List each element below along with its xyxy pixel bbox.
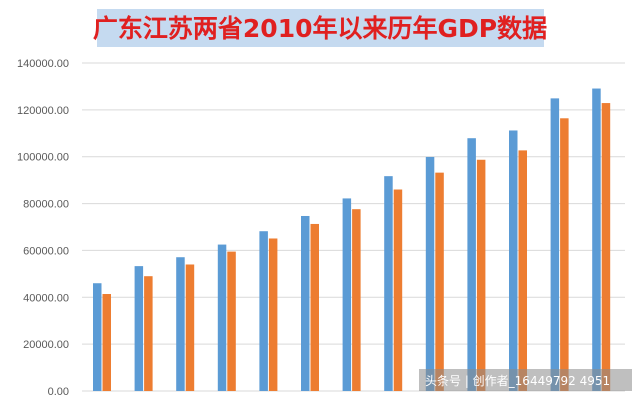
bar-series-0-8 [425,156,435,391]
bar-series-1-7 [393,189,403,391]
y-tick-label-0: 0.00 [48,386,69,398]
y-tick-label-6: 120000.00 [17,105,69,117]
bar-series-1-0 [102,294,111,391]
bar-series-1-2 [185,264,195,391]
bar-series-1-8 [435,172,444,391]
bar-series-0-10 [509,130,518,391]
bar-series-0-1 [134,266,144,391]
bar-series-0-7 [384,176,393,391]
y-tick-label-7: 140000.00 [17,58,69,70]
bar-series-1-3 [227,251,236,391]
bar-series-0-0 [93,283,102,391]
bar-series-1-11 [560,118,569,391]
bar-series-0-11 [550,98,560,392]
y-tick-label-4: 80000.00 [23,199,69,211]
chart-title: 广东江苏两省2010年以来历年GDP数据 [93,14,547,43]
bar-series-0-5 [301,215,310,391]
y-tick-label-5: 100000.00 [17,152,69,164]
chart-title-box [97,9,544,47]
bar-series-0-9 [467,138,476,391]
bar-series-1-12 [601,103,611,391]
bar-series-1-10 [518,150,527,391]
bar-series-0-3 [217,244,227,391]
y-tick-label-1: 20000.00 [23,339,69,351]
y-tick-label-3: 60000.00 [23,245,69,257]
bar-series-0-6 [342,198,352,391]
bar-series-0-12 [592,88,601,391]
watermark: 头条号 | 创作者_16449792 4951 [425,374,610,388]
bar-series-1-5 [310,223,319,391]
bars [93,88,611,392]
bar-series-1-9 [476,159,486,391]
bar-series-1-6 [352,209,361,391]
bar-series-1-1 [144,276,153,391]
bar-series-1-4 [268,238,278,391]
bar-series-0-2 [176,257,185,391]
watermark-bg [419,369,632,391]
bar-series-0-4 [259,231,268,391]
y-tick-label-2: 40000.00 [23,292,69,304]
y-axis-tick-labels: 0.00 20000.00 40000.00 60000.00 80000.00 1000… [17,58,69,398]
